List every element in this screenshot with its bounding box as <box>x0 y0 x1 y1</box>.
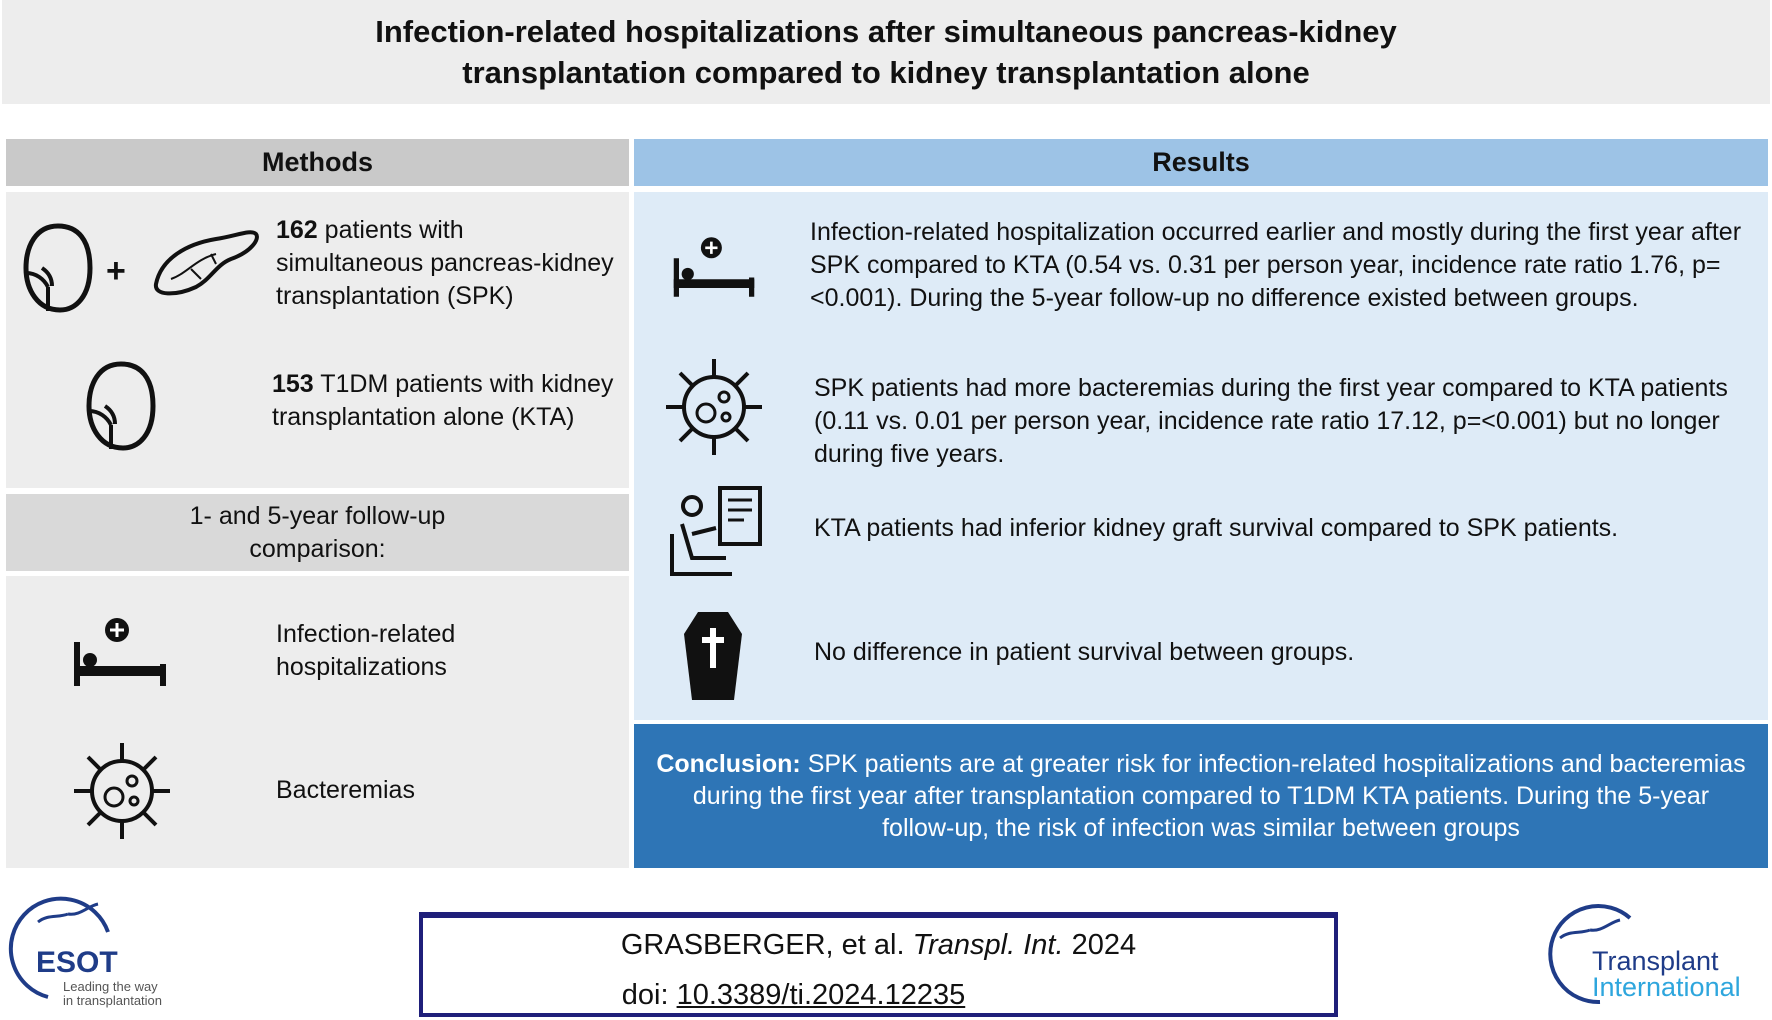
followup-label: 1- and 5-year follow-up comparison: <box>6 494 629 571</box>
kidney-icon <box>86 361 156 451</box>
page-title: Infection-related hospitalizations after… <box>2 0 1770 104</box>
bacteria-icon <box>74 743 170 839</box>
doi-link[interactable]: 10.3389/ti.2024.12235 <box>676 979 966 1011</box>
transplant-international-logo: Transplant International <box>1540 898 1770 1008</box>
result-item-patient-survival: No difference in patient survival betwee… <box>814 638 1355 666</box>
methods-header: Methods <box>6 139 629 186</box>
spk-count: 162 <box>276 216 318 244</box>
conclusion-label: Conclusion: <box>656 750 801 778</box>
citation-reference: GRASBERGER, et al. Transpl. Int. 2024 <box>620 929 1137 961</box>
methods-cohorts-panel: + 162 patients with simultaneous pancrea… <box>6 192 629 488</box>
outcome-hospitalizations: Infection-related hospitalizations <box>276 620 456 681</box>
result-item-bacteremia: SPK patients had more bacteremias during… <box>814 374 1728 468</box>
results-header: Results <box>634 139 1768 186</box>
citation-box: GRASBERGER, et al. Transpl. Int. 2024 do… <box>419 912 1338 1017</box>
hospital-bed-icon <box>74 618 166 686</box>
coffin-icon <box>684 612 742 700</box>
result-item-hospitalization: Infection-related hospitalization occurr… <box>810 218 1742 312</box>
methods-outcomes-panel: Infection-related hospitalizations Bacte… <box>6 576 629 868</box>
bacteria-icon <box>666 359 762 455</box>
result-item-graft-survival: KTA patients had inferior kidney graft s… <box>814 514 1619 542</box>
results-panel: Infection-related hospitalization occurr… <box>634 192 1768 720</box>
pancreas-icon <box>154 230 259 296</box>
hospital-bed-icon <box>673 237 755 297</box>
conclusion-text: SPK patients are at greater risk for inf… <box>692 750 1746 842</box>
outcome-bacteremias: Bacteremias <box>276 776 415 804</box>
citation-doi: doi: 10.3389/ti.2024.12235 <box>423 970 1334 1020</box>
plus-sign: + <box>106 252 126 290</box>
esot-logo: ESOT Leading the way in transplantation <box>8 892 178 1012</box>
spk-cohort-text: 162 patients with simultaneous pancreas-… <box>276 216 614 310</box>
conclusion-box: Conclusion: SPK patients are at greater … <box>634 724 1768 868</box>
kta-cohort-text: 153 T1DM patients with kidney transplant… <box>272 370 614 431</box>
kidney-icon <box>23 223 93 313</box>
kta-count: 153 <box>272 370 314 398</box>
dialysis-patient-icon <box>670 486 762 576</box>
